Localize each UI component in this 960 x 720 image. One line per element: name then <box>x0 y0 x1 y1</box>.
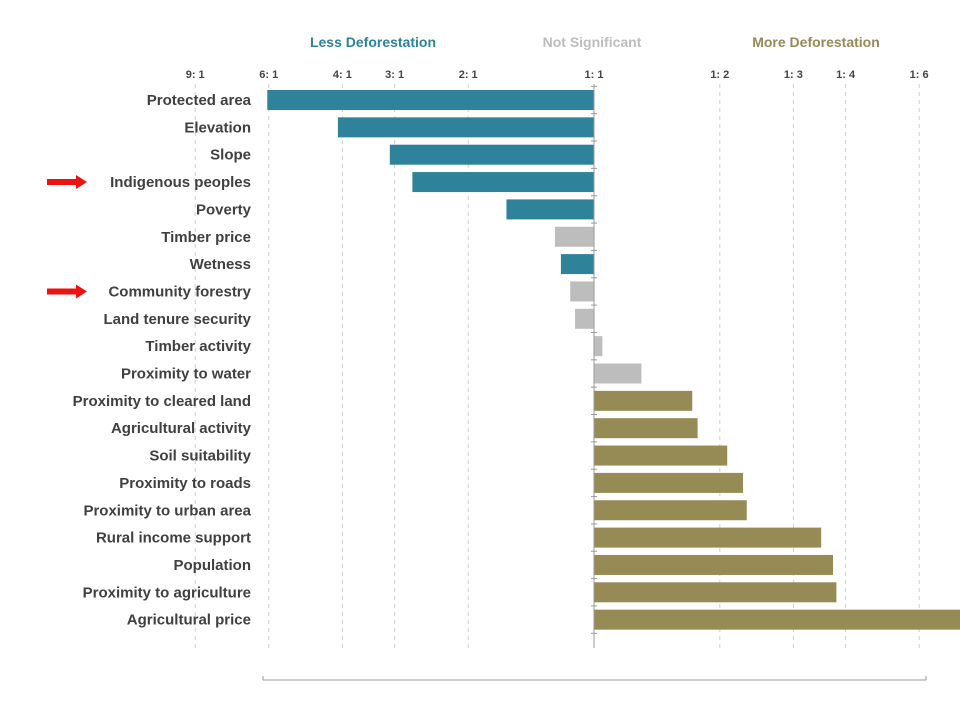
tick-label: 9: 1 <box>186 69 205 81</box>
header-not-significant: Not Significant <box>542 34 642 50</box>
category-label: Indigenous peoples <box>110 174 251 191</box>
bar-slope <box>389 144 594 165</box>
category-label: Elevation <box>184 119 251 136</box>
category-label: Land tenure security <box>103 311 251 328</box>
header-more-deforestation: More Deforestation <box>752 34 880 50</box>
tick-label: 6: 1 <box>259 69 278 81</box>
tick-label: 1: 1 <box>585 69 604 81</box>
bar-proximity-to-water <box>594 363 642 384</box>
bar-proximity-to-cleared-land <box>594 390 693 411</box>
bar-land-tenure-security <box>575 308 594 329</box>
bar-agricultural-activity <box>594 418 698 439</box>
bar-community-forestry <box>570 281 594 302</box>
bar-timber-price <box>554 226 594 247</box>
bar-poverty <box>506 199 594 220</box>
tick-label: 1: 6 <box>910 69 929 81</box>
bar-rural-income-support <box>594 527 822 548</box>
header-less-deforestation: Less Deforestation <box>309 34 437 50</box>
highlight-arrow-icon <box>47 175 87 190</box>
tick-label: 1: 3 <box>784 69 803 81</box>
highlight-arrow-icon <box>47 284 87 299</box>
category-label: Agricultural price <box>127 612 251 629</box>
tick-label: 1: 4 <box>836 69 856 81</box>
category-label: Timber price <box>161 229 251 246</box>
bar-indigenous-peoples <box>412 172 594 193</box>
category-label: Poverty <box>196 201 252 218</box>
bar-agricultural-price <box>594 609 960 630</box>
category-label: Proximity to agriculture <box>83 584 251 601</box>
category-label: Agricultural activity <box>111 420 252 437</box>
bar-protected-area <box>267 90 594 110</box>
category-label: Proximity to roads <box>119 475 251 492</box>
category-label: Proximity to cleared land <box>73 393 251 410</box>
bar-elevation <box>337 117 594 138</box>
category-label: Protected area <box>147 92 252 109</box>
category-label: Population <box>174 557 252 574</box>
category-label: Timber activity <box>145 338 251 355</box>
tick-label: 4: 1 <box>333 69 352 81</box>
bar-soil-suitability <box>594 445 728 466</box>
bar-timber-activity <box>594 336 603 357</box>
tick-label: 3: 1 <box>385 69 404 81</box>
category-label: Wetness <box>190 256 251 273</box>
tick-label: 1: 2 <box>710 69 729 81</box>
category-label: Community forestry <box>108 283 251 300</box>
bar-proximity-to-roads <box>594 472 744 493</box>
bar-population <box>594 554 833 575</box>
category-label: Proximity to water <box>121 366 251 383</box>
bar-proximity-to-urban-area <box>594 500 747 521</box>
category-label: Proximity to urban area <box>83 502 251 519</box>
category-label: Soil suitability <box>149 448 251 465</box>
bar-wetness <box>560 254 594 275</box>
category-label: Rural income support <box>96 530 251 547</box>
category-label: Slope <box>210 147 251 164</box>
tick-label: 2: 1 <box>459 69 478 81</box>
bar-proximity-to-agriculture <box>594 582 837 603</box>
